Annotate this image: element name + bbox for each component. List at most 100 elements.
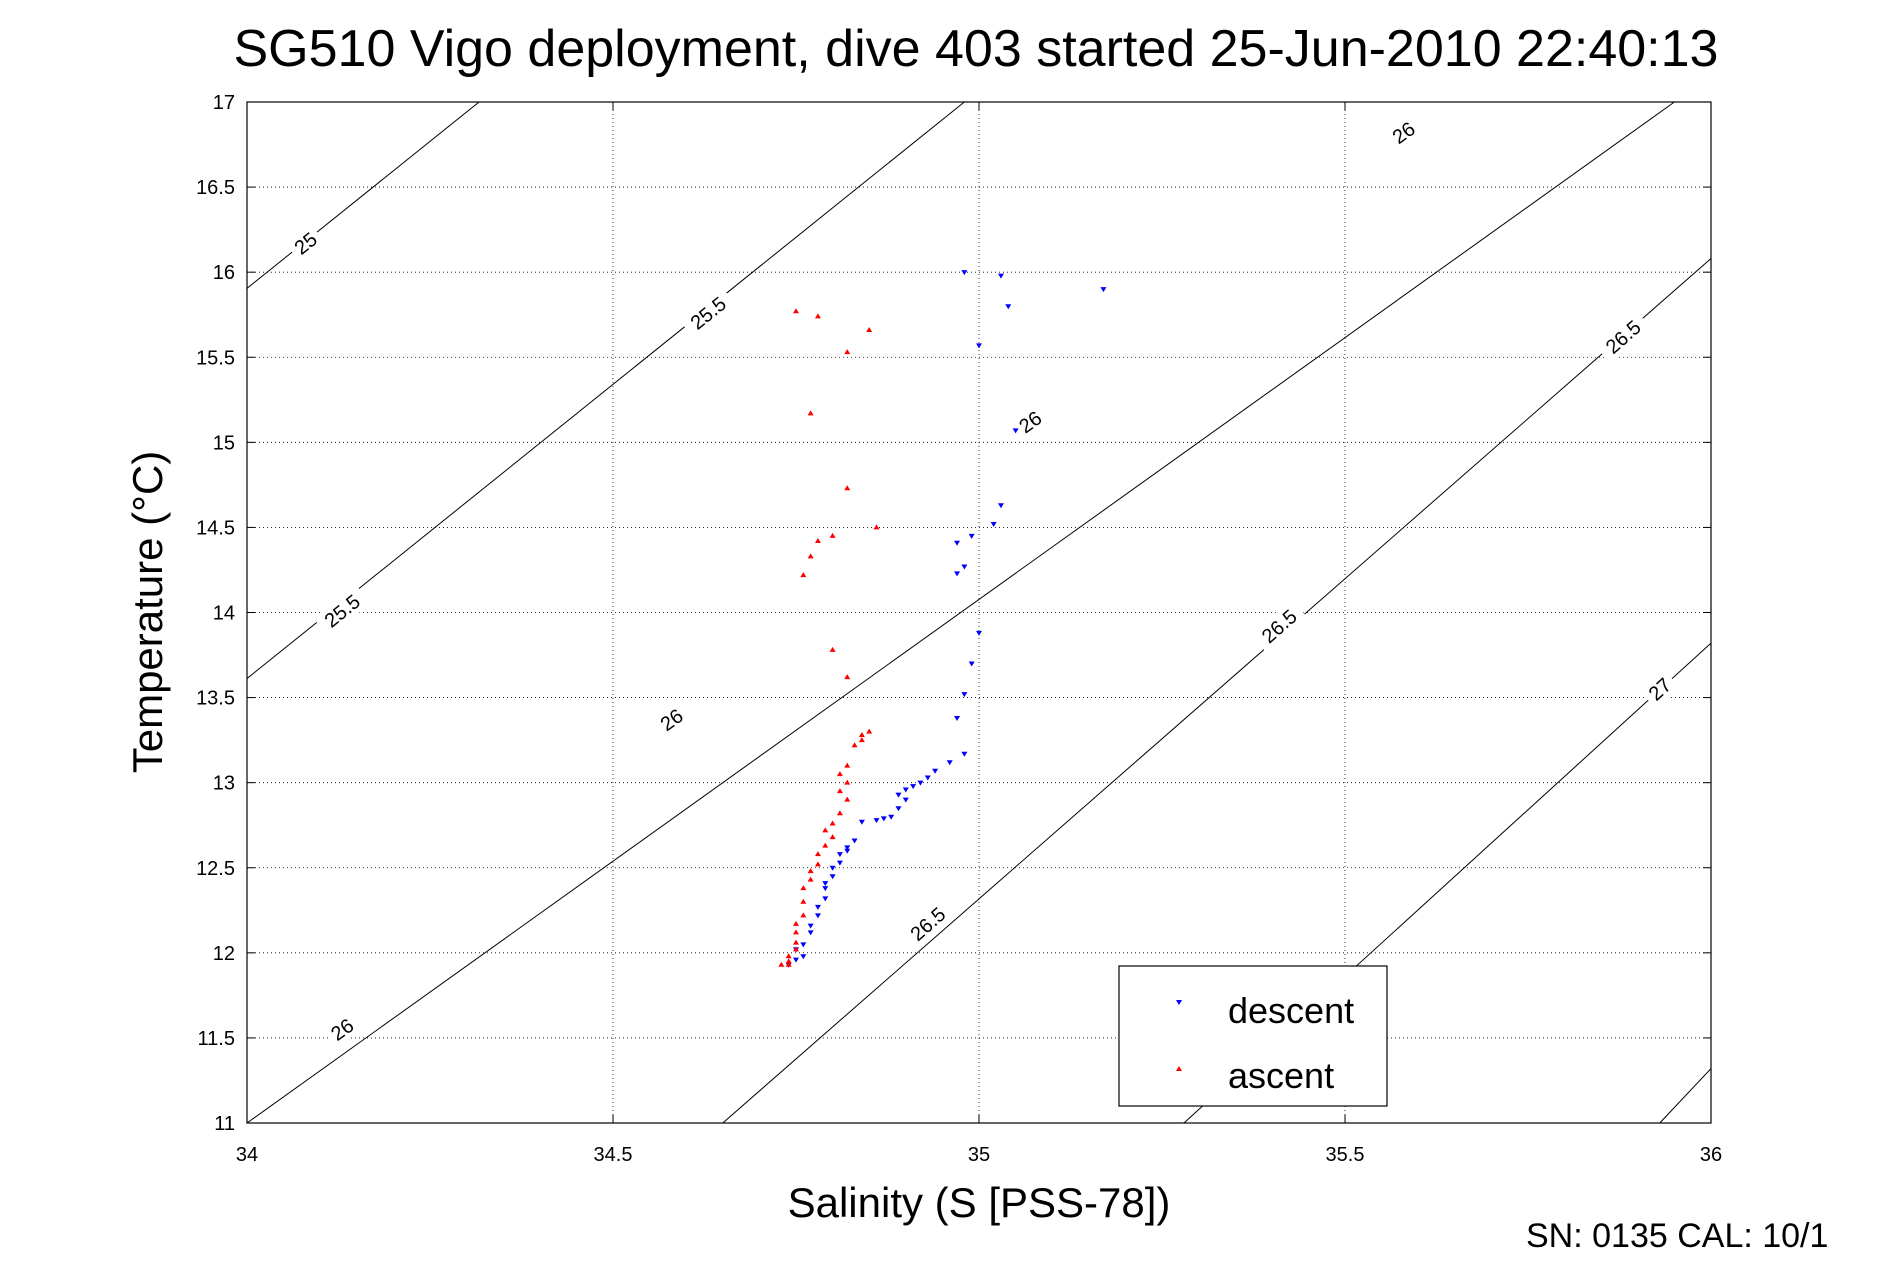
y-tick-label: 13 [213, 773, 235, 795]
ascent-point [844, 349, 851, 355]
ascent-point [807, 876, 814, 882]
descent-point [895, 806, 902, 812]
descent-point [814, 913, 821, 919]
y-tick-label: 15 [213, 432, 235, 454]
x-axis-label: Salinity (S [PSS-78]) [788, 1179, 1171, 1226]
descent-point [844, 848, 851, 854]
y-tick-label: 11 [214, 1113, 235, 1135]
descent-point [807, 930, 814, 936]
ascent-point [793, 939, 799, 945]
ascent-point [851, 742, 858, 748]
grid-lines [247, 102, 1711, 1123]
legend-ascent-label: ascent [1228, 1055, 1334, 1096]
y-tick-label: 17 [213, 92, 235, 114]
descent-point [968, 533, 975, 539]
ascent-point [807, 868, 814, 874]
descent-point [1005, 304, 1012, 310]
y-tick-label: 12 [213, 943, 235, 965]
ascent-point [814, 851, 821, 857]
ascent-point [858, 737, 865, 743]
ascent-point [800, 898, 807, 904]
descent-point [976, 343, 982, 349]
ascent-point [785, 958, 792, 964]
descent-point [932, 768, 939, 774]
ascent-point [785, 961, 792, 967]
ascent-point [866, 728, 873, 734]
descent-point [822, 881, 829, 887]
legend: descent ascent [1118, 965, 1388, 1107]
ascent-point [793, 920, 799, 926]
ascent-point [814, 313, 821, 319]
descent-point [814, 904, 821, 910]
ascent-point [807, 410, 814, 416]
footer-serial-cal: SN: 0135 CAL: 10/1 [1526, 1217, 1828, 1255]
x-tick-label: 34.5 [594, 1144, 633, 1166]
descent-point [851, 838, 858, 844]
legend-ascent-marker [1176, 1066, 1182, 1071]
ascent-point [844, 485, 851, 491]
descent-point [822, 886, 829, 892]
descent-point [997, 273, 1004, 279]
ascent-point [807, 553, 814, 559]
descent-point [997, 503, 1004, 509]
ascent-point [844, 779, 851, 785]
density-contour-line [722, 258, 1712, 1124]
ascent-point [866, 327, 873, 333]
ascent-point [829, 646, 836, 652]
data-points [778, 270, 1107, 968]
descent-point [954, 571, 961, 577]
contour-label-bg [651, 700, 692, 739]
descent-point [836, 860, 843, 866]
descent-point [1100, 287, 1107, 293]
x-tick-label: 34 [236, 1144, 258, 1166]
y-tick-label: 16.5 [196, 177, 235, 199]
x-axis-ticks: 34 34.5 35 35.5 36 [236, 102, 1722, 1166]
descent-point [968, 661, 975, 667]
contour-label-bg [1010, 402, 1051, 441]
legend-descent-label: descent [1228, 990, 1354, 1031]
ascent-point [844, 796, 851, 802]
ascent-point [873, 524, 880, 530]
density-contour-line [1659, 1068, 1712, 1124]
ascent-point [836, 810, 843, 816]
y-tick-label: 15.5 [196, 347, 235, 369]
descent-point [895, 792, 902, 798]
descent-point [807, 923, 814, 929]
ascent-point [814, 861, 821, 867]
descent-point [836, 852, 843, 858]
ascent-point [844, 762, 851, 768]
x-tick-label: 35.5 [1326, 1144, 1365, 1166]
y-tick-label: 16 [213, 262, 235, 284]
x-tick-label: 35 [968, 1144, 990, 1166]
descent-point [954, 540, 961, 546]
ascent-point [814, 538, 821, 544]
ascent-point [800, 572, 807, 578]
descent-point [800, 954, 807, 960]
descent-point [924, 775, 931, 781]
descent-point [961, 564, 968, 570]
ascent-point [829, 820, 836, 826]
descent-point [946, 760, 953, 766]
ascent-point [800, 885, 807, 891]
contour-label-bg [322, 1010, 363, 1049]
ascent-point [785, 953, 792, 959]
descent-point [954, 716, 961, 722]
contour-label-bg [1250, 599, 1308, 653]
y-tick-label: 14 [213, 603, 235, 625]
contour-label-bg [285, 223, 326, 263]
ascent-point [822, 827, 829, 833]
ascent-point [829, 834, 836, 840]
descent-point [888, 814, 895, 820]
ascent-point [793, 929, 799, 935]
contour-label-bg [679, 286, 737, 340]
descent-point [990, 522, 997, 528]
descent-point [822, 896, 829, 902]
y-tick-label: 12.5 [196, 858, 235, 880]
descent-point [873, 818, 880, 824]
descent-point [961, 751, 968, 757]
y-axis-label: Temperature (°C) [124, 451, 171, 774]
contour-label-bg [899, 897, 956, 951]
descent-point [910, 784, 917, 790]
ascent-point [793, 946, 799, 952]
descent-point [858, 819, 865, 825]
